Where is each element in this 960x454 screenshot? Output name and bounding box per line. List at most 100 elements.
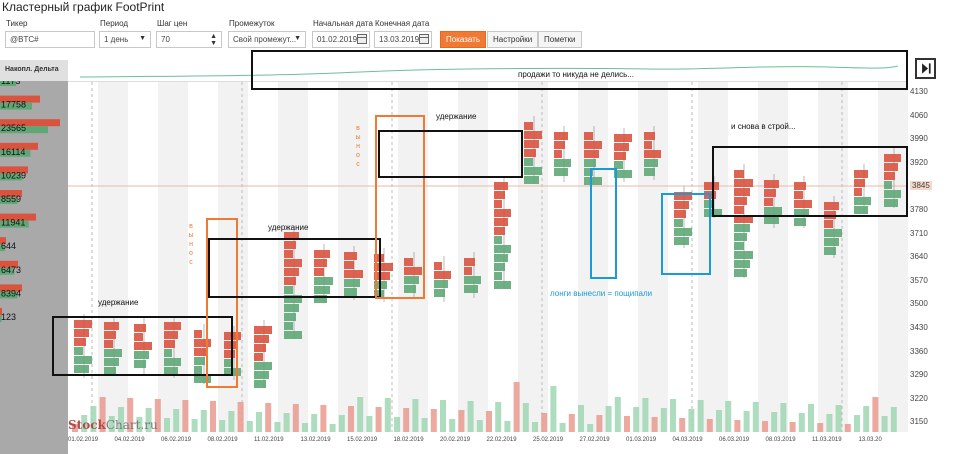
cluster-buy-cell [494,263,505,271]
settings-button[interactable]: Настройки [487,31,539,48]
volume-bar [357,397,364,432]
volume-bar [495,402,502,432]
cluster-buy-cell [224,359,232,367]
delta-bar-buy [0,291,18,299]
annotation-longs: лонги вынесли = пощипали [550,289,653,298]
cluster-buy-cell [74,365,89,373]
cluster-buy-cell [524,176,539,184]
date-tick-label: 06.03.2019 [719,437,750,443]
cluster-sell-cell [644,141,652,149]
cluster-sell-cell [284,241,296,249]
volume-bar [375,407,382,432]
delta-bar-buy [0,79,16,86]
delta-bar-buy [0,267,15,275]
price-tick-label: 4130 [910,87,928,96]
volume-bar [522,403,529,432]
price-tick-label: 3990 [910,134,928,144]
cluster-buy-cell [854,197,871,205]
cluster-buy-cell [284,313,296,321]
cluster-buy-cell [584,177,602,185]
cluster-sell-cell [644,132,655,140]
cluster-buy-cell [734,233,747,241]
skip-forward-icon [922,63,931,74]
annotation-delta-box [251,50,908,90]
day-band [818,82,848,432]
cluster-sell-cell [344,261,354,269]
start-date-field[interactable]: 01.02.2019 [312,31,370,48]
cluster-buy-cell [314,295,327,303]
cluster-buy-cell [884,190,901,198]
cluster-sell-cell [374,263,393,271]
volume-bar [164,418,170,432]
volume-bar [587,424,594,432]
cluster-sell-cell [614,152,626,160]
day-band [98,82,128,432]
cluster-buy-cell [644,168,655,176]
step-stepper[interactable]: 70 ▲ ▼ [156,31,222,48]
volume-bar [568,414,575,432]
cluster-buy-cell [254,371,269,379]
cluster-sell-cell [194,339,211,347]
cluster-buy-cell [344,288,357,296]
volume-bar [412,399,419,432]
cluster-sell-cell [134,342,152,350]
cluster-buy-cell [494,245,511,253]
date-tick-label: 13.02.2019 [300,437,331,443]
cluster-sell-cell [764,189,776,197]
volume-bar [265,403,272,432]
volume-bar [808,404,814,432]
cluster-sell-cell [344,252,357,260]
volume-bar [844,424,851,432]
volume-bar [394,417,400,432]
cluster-sell-cell [854,170,868,178]
volume-bar [467,401,474,432]
end-date-field[interactable]: 13.03.2019 [374,31,432,48]
cluster-buy-cell [494,281,511,289]
calendar-icon[interactable] [419,34,429,44]
volume-bar [182,400,189,432]
cluster-sell-cell [734,206,744,214]
volume-bar [320,405,327,432]
calendar-icon[interactable] [357,34,367,44]
volume-bar [449,419,456,432]
interval-select[interactable]: Свой промежут... ▼ [228,31,306,48]
cluster-sell-cell [254,353,263,361]
show-button[interactable]: Показать [440,31,487,48]
volume-bar [173,409,180,432]
cluster-sell-cell [614,143,629,151]
cluster-sell-cell [854,188,862,196]
annotation-hold-box-3 [378,130,523,178]
annotation-vynos-box-1 [206,218,238,388]
cluster-buy-cell [824,229,842,237]
cluster-sell-cell [554,141,565,149]
cluster-buy-cell [734,260,750,268]
price-tick-label: 3710 [910,228,928,238]
period-label: Период [100,19,129,28]
date-tick-label: 27.02.2019 [579,437,610,443]
date-tick-label: 01.02.2019 [68,437,99,443]
next-frame-button[interactable] [915,58,936,79]
delta-bar-buy [0,244,5,252]
volume-bar [90,406,97,432]
volume-bar [191,419,198,432]
delta-bar-buy [0,149,31,157]
cluster-sell-cell [614,134,632,142]
cluster-buy-cell [884,181,892,189]
stepper-arrows-icon[interactable]: ▲ ▼ [210,33,217,47]
cluster-sell-cell [824,202,839,210]
cluster-buy-cell [344,279,360,287]
cluster-sell-cell [194,330,202,338]
price-tick-label: 3360 [910,346,928,356]
volume-bar [338,415,345,432]
cluster-buy-cell [734,224,750,232]
stockchart-logo: StockChart.ru [68,418,158,432]
period-select[interactable]: 1 день ▼ [99,31,151,48]
volume-bar [725,401,732,432]
annotation-longs-box-2 [661,193,711,275]
volume-bar [384,398,391,432]
ticker-input[interactable]: @BTC# [5,31,95,48]
notes-button[interactable]: Пометки [538,31,582,48]
volume-bar [716,410,722,432]
cluster-buy-cell [284,304,299,312]
cluster-buy-cell [614,170,632,178]
